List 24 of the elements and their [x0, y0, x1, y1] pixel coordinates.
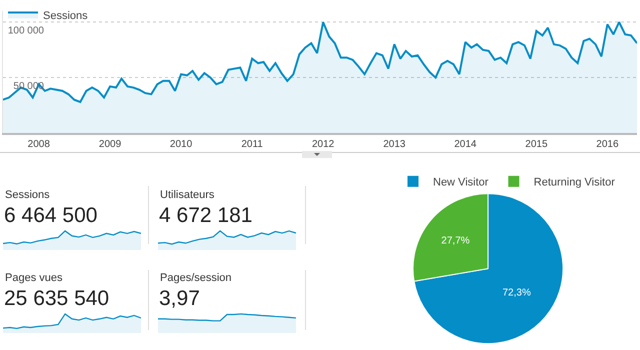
x-tick-label: 2015: [525, 139, 548, 150]
x-tick-label: 2009: [98, 139, 122, 150]
x-tick-label: 2012: [312, 139, 335, 150]
x-tick-label: 2016: [596, 139, 619, 150]
x-tick-label: 2013: [383, 139, 406, 150]
chart-subtitle: 25 635 540: [4, 287, 110, 311]
chart-subtitle: 4 672 181: [159, 204, 252, 228]
pie-slice: [414, 193, 564, 344]
y-tick-label: 100 000: [8, 26, 44, 37]
x-tick-label: 2008: [28, 139, 50, 150]
x-tick-label: 2010: [170, 139, 193, 150]
chart-title: Pages vues: [5, 272, 62, 284]
legend-label: New Visitor: [433, 176, 489, 189]
x-tick-label: 2011: [241, 139, 264, 150]
chart-title: Utilisateurs: [160, 189, 214, 201]
chart-title: Sessions: [5, 189, 50, 201]
x-tick-label: 2014: [454, 139, 477, 150]
chart-subtitle: 3,97: [159, 287, 200, 311]
chart-subtitle: 6 464 500: [4, 204, 98, 228]
data-label: 72,3%: [502, 287, 531, 298]
legend-label: Sessions: [43, 10, 88, 22]
legend-label: Returning Visitor: [534, 176, 616, 189]
chart-title: Pages/session: [160, 272, 232, 284]
data-label: 27,7%: [441, 236, 470, 247]
